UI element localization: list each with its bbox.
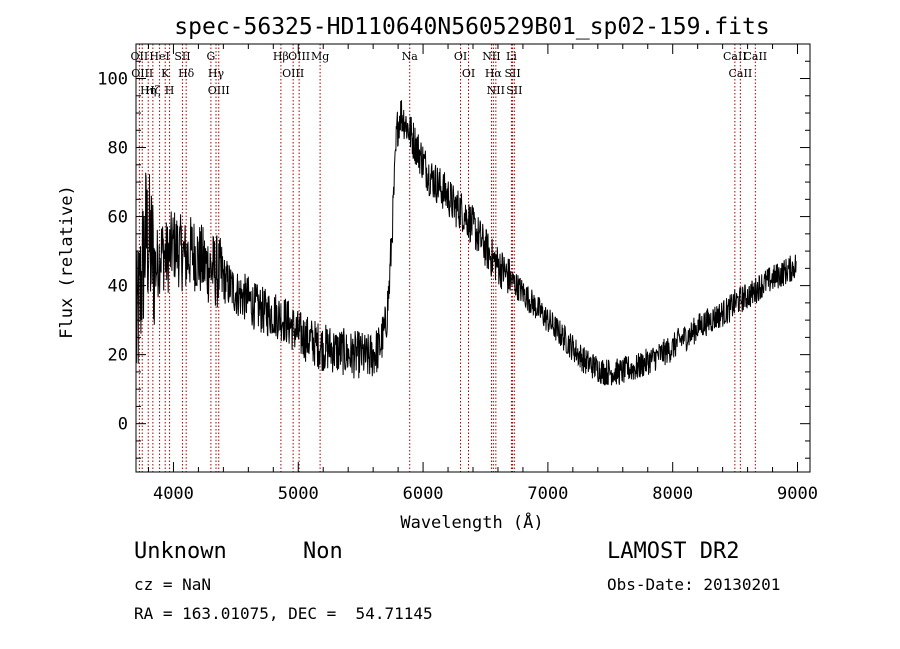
line-label: Na	[402, 50, 419, 63]
subclass-label: Non	[303, 539, 343, 564]
line-label: Hη	[140, 84, 156, 97]
line-label: Hγ	[208, 67, 225, 80]
line-label: K	[161, 67, 170, 80]
y-tick-label: 100	[97, 70, 128, 90]
x-tick-label: 5000	[278, 484, 319, 504]
line-label: CaII	[723, 50, 747, 63]
line-label: Mg	[311, 50, 329, 63]
y-axis: 0 20 40 60 80 100	[97, 43, 810, 459]
line-label: HeI	[149, 50, 169, 63]
line-label: NII	[482, 50, 500, 63]
x-axis: 4000 5000 6000 7000 8000 9000	[147, 44, 818, 504]
obs-date-label: Obs-Date: 20130201	[607, 575, 781, 594]
x-tick-label: 4000	[153, 484, 194, 504]
line-label: OI	[454, 50, 467, 63]
line-label: SII	[504, 67, 520, 80]
y-tick-label: 40	[108, 277, 128, 297]
y-axis-label: Flux (relative)	[57, 185, 77, 339]
x-tick-label: 8000	[652, 484, 693, 504]
line-label: OIII	[288, 50, 310, 63]
spectrum-line	[135, 100, 797, 386]
line-label: G	[206, 50, 215, 63]
chart-title: spec-56325-HD110640N560529B01_sp02-159.f…	[174, 14, 769, 40]
y-tick-label: 20	[108, 346, 128, 366]
line-label: OIII	[131, 67, 153, 80]
x-axis-label: Wavelength (Å)	[400, 511, 543, 533]
line-label: Hα	[485, 67, 503, 80]
x-tick-label: 6000	[403, 484, 444, 504]
emission-line-markers	[138, 44, 756, 472]
line-label: SII	[506, 84, 522, 97]
line-label: CaII	[729, 67, 753, 80]
line-label: Hζ	[145, 84, 161, 97]
cz-label: cz = NaN	[134, 575, 212, 594]
y-tick-label: 80	[108, 139, 128, 159]
line-label: Li	[506, 50, 517, 63]
x-tick-label: 7000	[527, 484, 568, 504]
class-label: Unknown	[134, 539, 227, 564]
line-label: Hδ	[178, 67, 195, 80]
ra-dec-label: RA = 163.01075, DEC = 54.71145	[134, 604, 433, 623]
line-label: Hβ	[273, 50, 289, 63]
line-label: NII	[487, 84, 505, 97]
survey-label: LAMOST DR2	[607, 539, 740, 564]
line-label: CaII	[743, 50, 767, 63]
line-label: OIII	[208, 84, 230, 97]
plot-frame	[135, 43, 811, 473]
line-label: OI	[462, 67, 475, 80]
y-tick-label: 0	[118, 415, 128, 435]
y-tick-label: 60	[108, 208, 128, 228]
line-label: H	[165, 84, 175, 97]
line-label: OIII	[282, 67, 304, 80]
line-label: SII	[174, 50, 190, 63]
x-tick-label: 9000	[777, 484, 818, 504]
line-label: OII	[131, 50, 149, 63]
